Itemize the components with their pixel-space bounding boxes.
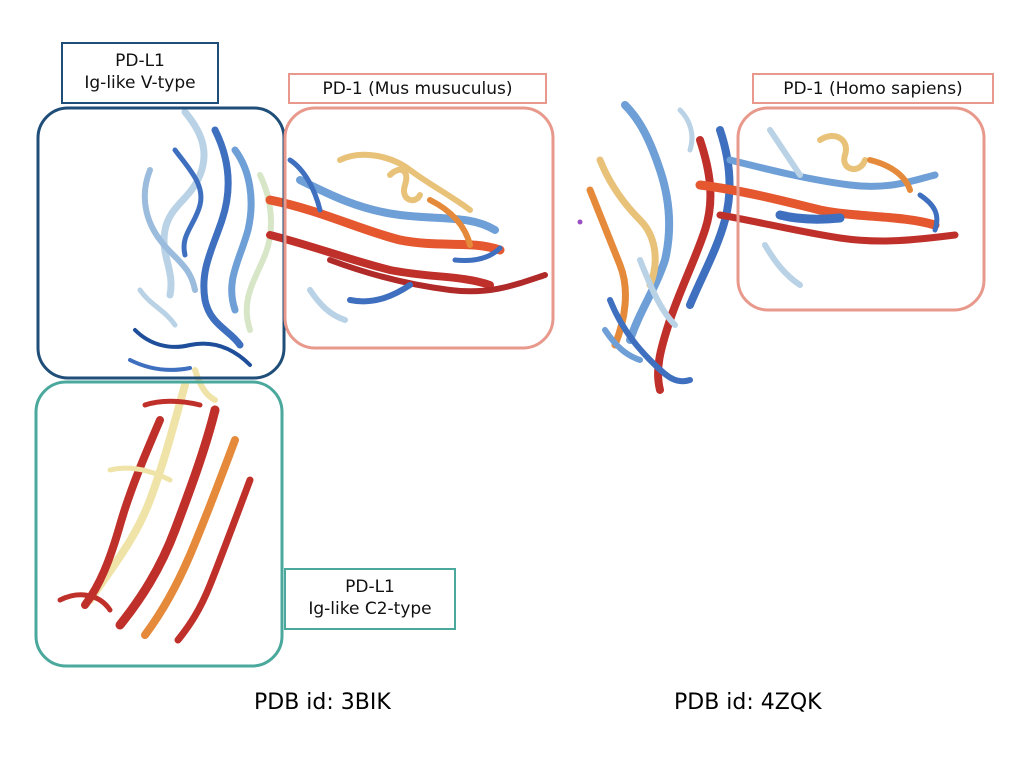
- label-pd1-human-text: PD-1 (Homo sapiens): [783, 79, 963, 99]
- pdl1-vtype-ribbons: [128, 108, 275, 372]
- caption-4zqk: PDB id: 4ZQK: [674, 690, 822, 715]
- label-pd1-mouse: PD-1 (Mus musuculus): [288, 73, 547, 104]
- pd1-human-ribbons: [695, 127, 959, 288]
- label-pdl1-vtype-line2: Ig-like V-type: [84, 73, 196, 93]
- label-pdl1-c2type-line2: Ig-like C2-type: [308, 599, 432, 619]
- ion-dot: [577, 219, 583, 225]
- label-pdl1-vtype-line1: PD-L1: [115, 51, 165, 71]
- c2type-domain-outline: [34, 380, 284, 668]
- pdl1-c2type-ribbons: [57, 367, 254, 644]
- label-pdl1-c2type-line1: PD-L1: [345, 577, 395, 597]
- pd1-mouse-ribbons: [265, 151, 548, 323]
- label-pdl1-vtype: PD-L1 Ig-like V-type: [61, 42, 219, 104]
- label-pd1-human: PD-1 (Homo sapiens): [752, 73, 994, 104]
- label-pdl1-c2type: PD-L1 Ig-like C2-type: [284, 568, 456, 630]
- caption-3bik: PDB id: 3BIK: [254, 690, 391, 715]
- pdl1-4zqk-ribbons: [586, 101, 734, 394]
- pd1-mouse-outline: [283, 106, 555, 350]
- pd1-human-outline: [736, 106, 986, 312]
- label-pd1-mouse-text: PD-1 (Mus musuculus): [322, 79, 513, 99]
